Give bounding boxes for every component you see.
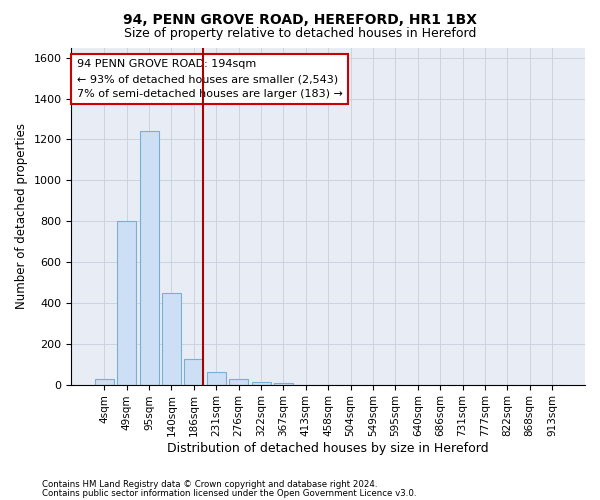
Text: Contains public sector information licensed under the Open Government Licence v3: Contains public sector information licen…: [42, 488, 416, 498]
Text: Contains HM Land Registry data © Crown copyright and database right 2024.: Contains HM Land Registry data © Crown c…: [42, 480, 377, 489]
Text: Size of property relative to detached houses in Hereford: Size of property relative to detached ho…: [124, 28, 476, 40]
Bar: [229, 380, 248, 384]
Bar: [117, 221, 136, 384]
Bar: [207, 372, 226, 384]
Text: 94 PENN GROVE ROAD: 194sqm
← 93% of detached houses are smaller (2,543)
7% of se: 94 PENN GROVE ROAD: 194sqm ← 93% of deta…: [77, 60, 343, 99]
Bar: [251, 382, 271, 384]
Bar: [140, 132, 158, 384]
Bar: [95, 380, 114, 384]
Bar: [162, 292, 181, 384]
Text: 94, PENN GROVE ROAD, HEREFORD, HR1 1BX: 94, PENN GROVE ROAD, HEREFORD, HR1 1BX: [123, 12, 477, 26]
Y-axis label: Number of detached properties: Number of detached properties: [15, 123, 28, 309]
Bar: [184, 359, 203, 384]
Bar: [274, 382, 293, 384]
X-axis label: Distribution of detached houses by size in Hereford: Distribution of detached houses by size …: [167, 442, 489, 455]
